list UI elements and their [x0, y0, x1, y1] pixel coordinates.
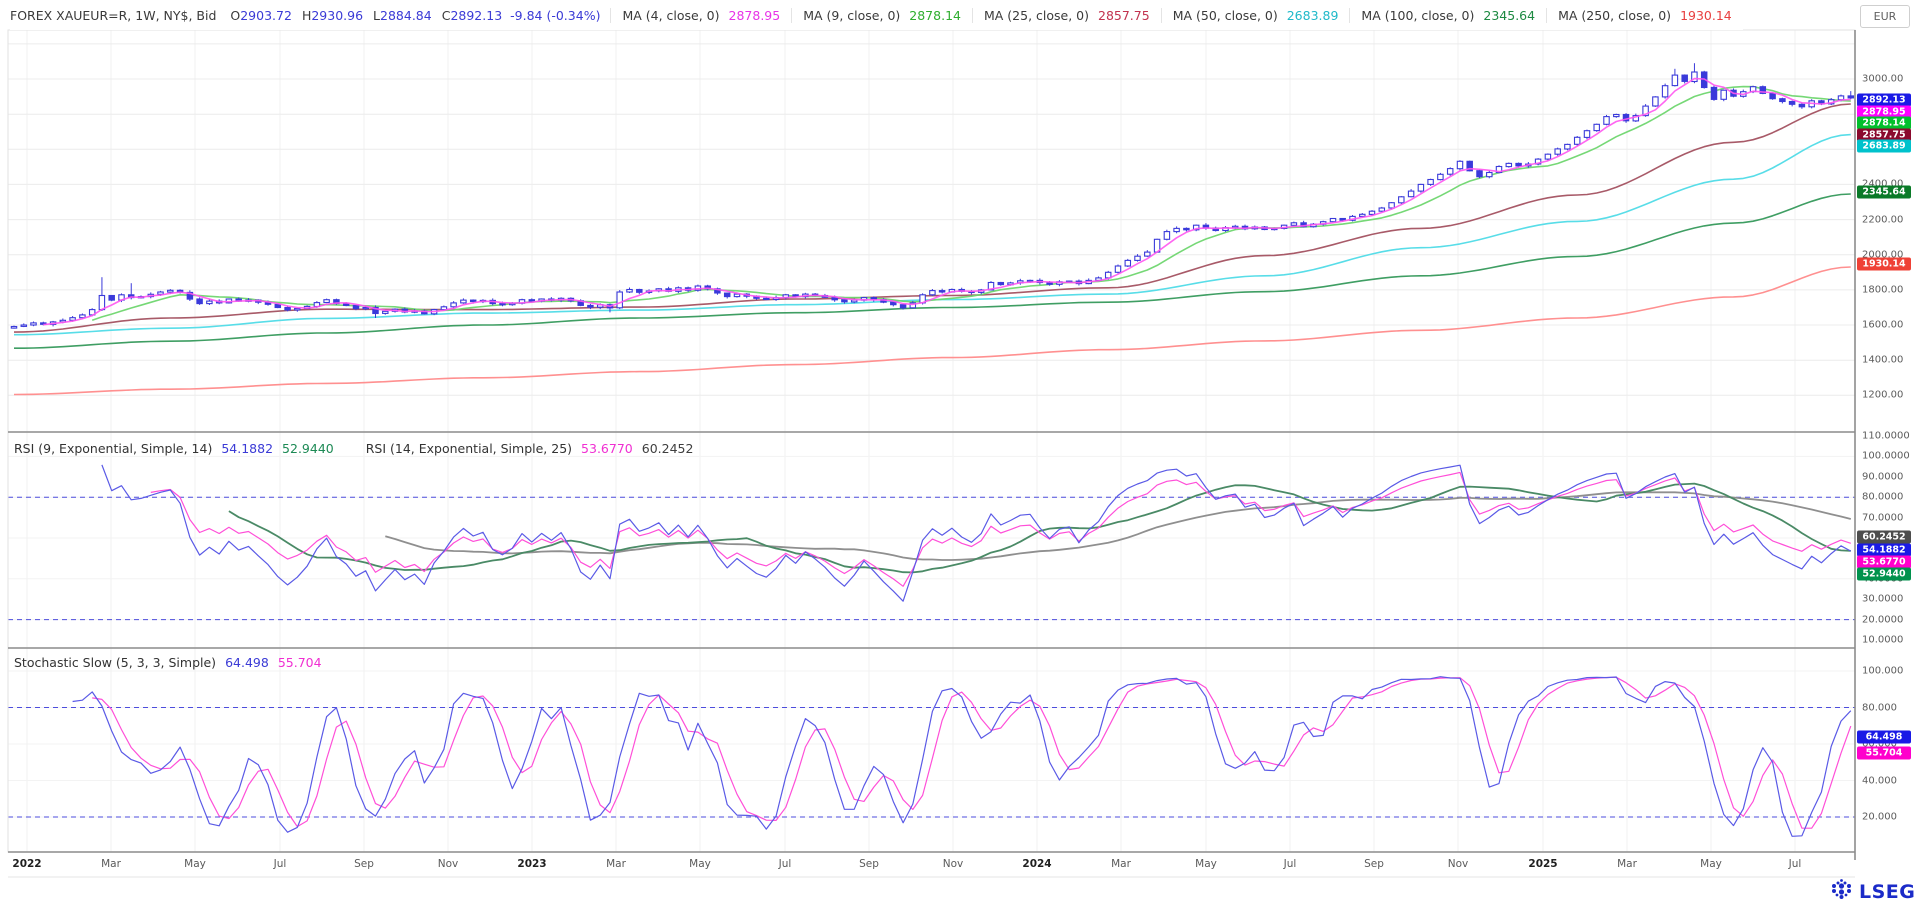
price-axis-badge: 2683.89 — [1857, 139, 1911, 153]
price-axis-badge: 2857.75 — [1857, 128, 1911, 141]
rsi-header: RSI (9, Exponential, Simple, 14) 54.1882… — [14, 441, 693, 456]
rsi-tick-label: 80.0000 — [1862, 491, 1904, 503]
time-tick-label: May — [1195, 858, 1217, 870]
price-tick-label: 2200.00 — [1862, 214, 1904, 226]
rsi-axis-badge: 60.2452 — [1857, 530, 1911, 544]
rsi-axis-badge: 54.1882 — [1857, 543, 1911, 557]
chart-legend-bar: FOREX XAUEUR=R, 1W, NY$, Bid O2903.72 H29… — [10, 0, 1743, 30]
stoch-value-2: 55.704 — [277, 655, 322, 670]
rsi-value-2: 52.9440 — [282, 441, 334, 456]
price-tick-label: 3000.00 — [1862, 73, 1904, 85]
time-tick-label: Jul — [273, 858, 287, 870]
time-tick-label: Nov — [437, 858, 459, 870]
stoch-label: Stochastic Slow (5, 3, 3, Simple) — [14, 655, 217, 670]
price-tick-label: 2000.00 — [1862, 249, 1904, 261]
rsi-tick-label: 70.0000 — [1862, 512, 1904, 524]
price-tick-label: 1600.00 — [1862, 319, 1904, 331]
price-axis-badge: 2878.14 — [1857, 116, 1911, 130]
ma-legend-item: MA (4, close, 0) 2878.95 — [610, 7, 791, 23]
lseg-crest-icon — [1829, 878, 1854, 905]
price-tick-label: 1400.00 — [1862, 354, 1904, 366]
time-tick-label: Nov — [942, 858, 964, 870]
price-tick-label: 1800.00 — [1862, 284, 1904, 296]
time-tick-label: 2022 — [12, 858, 42, 870]
rsi-tick-label: 110.0000 — [1862, 430, 1910, 442]
spacer — [343, 441, 357, 456]
time-tick-label: Nov — [1447, 858, 1469, 870]
ma-legend-item: MA (250, close, 0) 1930.14 — [1546, 7, 1743, 23]
rsi-tick-label: 30.0000 — [1862, 593, 1904, 605]
price-axis-badge: 2892.13 — [1857, 93, 1911, 107]
time-tick-label: 2023 — [517, 858, 547, 870]
ohlc-item-c: C2892.13 — [441, 7, 503, 23]
ohlc-item-o: O2903.72 — [230, 7, 292, 23]
stoch-tick-label: 40.000 — [1862, 775, 1897, 786]
rsi-tick-label: 10.0000 — [1862, 634, 1904, 646]
time-tick-label: May — [1700, 858, 1722, 870]
stoch-value-1: 64.498 — [225, 655, 269, 670]
price-tick-label: 1200.00 — [1862, 389, 1904, 401]
time-tick-label: Sep — [1364, 858, 1384, 870]
axis-currency-button[interactable]: EUR — [1860, 5, 1910, 28]
rsi-tick-label: 20.0000 — [1862, 614, 1904, 626]
ma-legend-item: MA (25, close, 0) 2857.75 — [971, 7, 1161, 23]
stoch-tick-label: 100.000 — [1862, 665, 1904, 677]
price-change: -9.84 (-0.34%) — [510, 7, 601, 23]
time-tick-label: Mar — [101, 858, 121, 870]
stochastic-header: Stochastic Slow (5, 3, 3, Simple) 64.498… — [14, 655, 322, 670]
rsi-value-3: 53.6770 — [581, 441, 633, 456]
lseg-logo-text: LSEG — [1859, 880, 1916, 903]
ma-legend: MA (4, close, 0) 2878.95 MA (9, close, 0) 2… — [610, 7, 1743, 23]
stoch-axis-badge: 64.498 — [1857, 730, 1911, 744]
rsi-tick-label: 90.0000 — [1862, 471, 1904, 483]
time-tick-label: 2024 — [1022, 858, 1052, 870]
rsi-label-2: RSI (14, Exponential, Simple, 25) — [365, 441, 573, 456]
time-tick-label: Mar — [1617, 858, 1637, 870]
price-axis-badge: 2345.64 — [1857, 185, 1911, 199]
stoch-tick-label: 20.000 — [1862, 811, 1897, 823]
price-axis-badge: 1930.14 — [1857, 257, 1911, 271]
time-tick-label: Mar — [606, 858, 626, 870]
stoch-axis-badge: 55.704 — [1857, 746, 1911, 760]
rsi-label-1: RSI (9, Exponential, Simple, 14) — [14, 441, 213, 456]
time-tick-label: May — [184, 858, 206, 870]
rsi-tick-label: 100.0000 — [1862, 450, 1910, 462]
price-axis-badge: 2878.95 — [1857, 105, 1911, 118]
stoch-tick-label: 60.000 — [1862, 738, 1897, 750]
ohlc-item-h: H2930.96 — [301, 7, 364, 23]
ma-legend-item: MA (50, close, 0) 2683.89 — [1160, 7, 1350, 23]
time-tick-label: May — [689, 858, 711, 870]
ohlc-values: O2903.72 H2930.96 L2884.84 C2892.13 — [230, 8, 502, 23]
rsi-axis-badge: 53.6770 — [1857, 555, 1911, 569]
rsi-value-4: 60.2452 — [641, 441, 694, 456]
time-tick-label: Jul — [1283, 858, 1297, 870]
ma-legend-item: MA (100, close, 0) 2345.64 — [1349, 7, 1546, 23]
time-tick-label: Sep — [859, 858, 879, 870]
time-tick-label: Sep — [354, 858, 374, 870]
ma-legend-item: MA (9, close, 0) 2878.14 — [791, 7, 972, 23]
lseg-logo: LSEG — [1829, 878, 1915, 905]
ohlc-item-l: L2884.84 — [373, 7, 432, 23]
stoch-tick-label: 80.000 — [1862, 702, 1897, 713]
price-tick-label: 2400.00 — [1862, 178, 1904, 190]
time-tick-label: 2025 — [1528, 858, 1558, 870]
rsi-value-1: 54.1882 — [221, 441, 274, 456]
time-tick-label: Jul — [778, 858, 792, 870]
rsi-axis-badge: 52.9440 — [1857, 567, 1911, 581]
time-tick-label: Mar — [1111, 858, 1131, 870]
time-tick-label: Jul — [1788, 858, 1802, 870]
chart-title: FOREX XAUEUR=R, 1W, NY$, Bid — [10, 7, 217, 23]
